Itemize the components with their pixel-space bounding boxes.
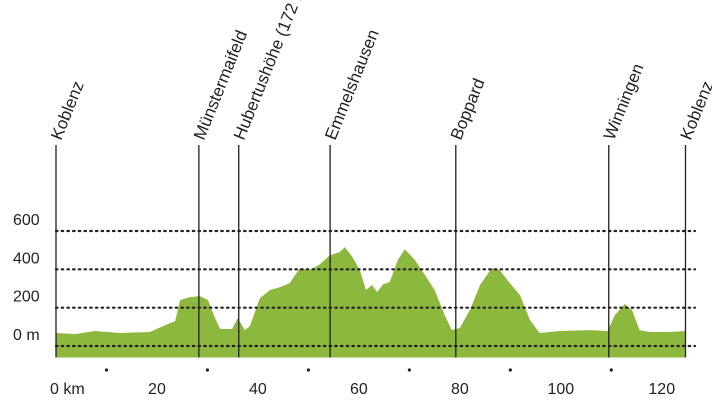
x-minor-tick <box>104 368 109 372</box>
x-minor-tick <box>205 368 210 372</box>
location-label: Koblenz <box>47 78 88 142</box>
x-tick-label: 100 <box>547 381 574 398</box>
location-label: Hubertushöhe (172 m) <box>230 0 311 142</box>
x-tick-label: 120 <box>648 381 675 398</box>
y-tick-label: 200 <box>13 289 40 306</box>
x-minor-tick <box>306 368 310 372</box>
y-tick-label: 600 <box>13 212 40 229</box>
x-tick-label: 0 km <box>50 381 85 398</box>
x-tick-label: 80 <box>451 381 469 398</box>
location-label: Winningen <box>600 61 648 143</box>
location-label: Boppard <box>447 76 489 143</box>
x-tick-label: 20 <box>148 381 166 398</box>
y-tick-label: 0 m <box>13 327 40 344</box>
y-tick-label: 400 <box>13 250 40 267</box>
x-tick-label: 60 <box>350 381 368 398</box>
x-minor-tick <box>508 368 512 372</box>
location-label: Koblenz <box>677 78 712 142</box>
elevation-area <box>56 247 686 358</box>
x-minor-tick <box>407 368 411 372</box>
x-minor-tick <box>609 368 613 372</box>
x-tick-label: 40 <box>249 381 267 398</box>
location-label: Emmelshausen <box>321 27 383 143</box>
